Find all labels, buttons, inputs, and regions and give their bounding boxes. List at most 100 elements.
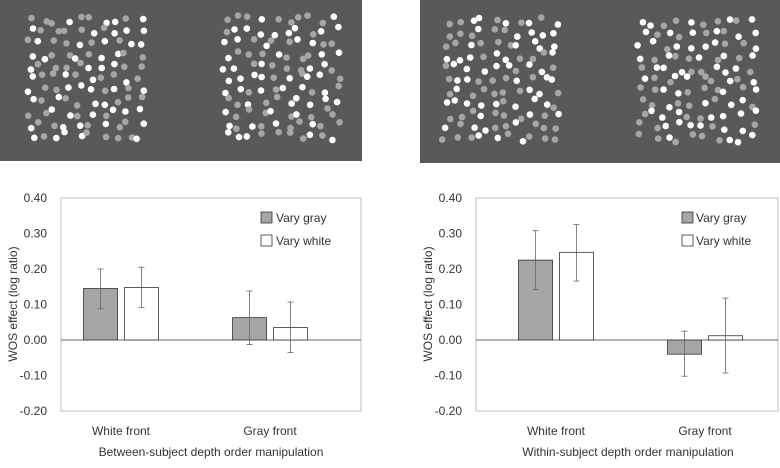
stimulus-dot <box>38 97 45 104</box>
stimulus-dot <box>728 101 735 109</box>
stimulus-dot <box>111 18 119 26</box>
stimulus-dot <box>234 48 242 55</box>
stimulus-dot <box>78 13 85 21</box>
y-axis-label: WOS effect (log ratio) <box>421 246 435 361</box>
stimulus-dot <box>133 135 140 143</box>
stimulus-dot <box>549 64 557 71</box>
plot-area-border <box>60 197 362 412</box>
stimulus-dot <box>450 60 458 68</box>
stimulus-dot <box>41 84 49 91</box>
stimulus-dot <box>740 39 747 47</box>
stimulus-dot <box>719 88 727 96</box>
stimulus-dot <box>48 106 56 113</box>
stimulus-dot <box>531 38 539 45</box>
stimulus-dot <box>735 33 742 40</box>
stimulus-dot <box>321 60 328 68</box>
stimulus-dot <box>110 71 118 78</box>
stimulus-dot <box>752 45 760 52</box>
stimulus-dot <box>114 98 122 106</box>
stimulus-dot <box>651 74 658 82</box>
stimulus-dot <box>659 114 666 121</box>
stimulus-dot <box>697 115 704 122</box>
stimulus-panel-left <box>0 0 362 161</box>
stimulus-dot <box>532 120 540 128</box>
stimulus-dot <box>672 17 680 25</box>
stimulus-dot <box>714 86 722 94</box>
stimulus-dot <box>454 134 462 141</box>
stimulus-dot <box>651 86 659 93</box>
stimulus-dot <box>116 123 124 131</box>
stimulus-dot <box>714 56 722 64</box>
stimulus-dot <box>257 87 265 94</box>
stimulus-dot <box>442 43 450 50</box>
stimulus-dot <box>732 17 740 24</box>
stimulus-dot <box>120 49 127 57</box>
stimulus-dot <box>683 113 690 121</box>
y-tick-label: 0.10 <box>439 298 463 312</box>
stimulus-dot <box>491 26 499 33</box>
stimulus-dot <box>481 68 489 75</box>
stimulus-dot <box>61 128 68 136</box>
legend-swatch-vary-gray <box>260 211 273 224</box>
stimulus-dot <box>469 92 477 100</box>
stimulus-dot <box>507 42 515 49</box>
stimulus-dot <box>267 107 274 115</box>
stimulus-dot <box>442 62 450 70</box>
stimulus-dot <box>678 68 686 76</box>
legend: Vary gray Vary white <box>260 211 331 248</box>
stimulus-dot <box>700 21 707 29</box>
stimulus-dot <box>328 67 336 74</box>
stimulus-dot <box>703 29 710 37</box>
stimulus-dot <box>735 54 743 62</box>
stimulus-dot <box>283 65 291 72</box>
stimulus-dot <box>468 41 475 49</box>
stimulus-dot <box>477 112 485 120</box>
stimulus-dot <box>641 110 649 118</box>
stimulus-dot <box>225 54 232 62</box>
stimulus-dot <box>335 23 342 31</box>
stimulus-dot <box>275 128 283 136</box>
stimulus-dot <box>648 102 656 109</box>
stimulus-dot <box>714 18 722 25</box>
stimulus-dot <box>676 118 683 126</box>
stimulus-dot <box>543 101 551 108</box>
stimulus-dot <box>512 103 519 110</box>
stimulus-dot <box>43 109 50 117</box>
stimulus-dot <box>702 73 709 80</box>
stimulus-dot <box>134 75 141 82</box>
stimulus-dot <box>306 65 314 72</box>
stimulus-dot <box>67 112 74 119</box>
stimulus-dot <box>639 96 647 103</box>
stimulus-dot <box>500 112 508 119</box>
stimulus-dot <box>234 101 241 109</box>
legend-label-vary-white: Vary white <box>696 234 751 248</box>
legend-swatch-vary-gray <box>681 211 694 224</box>
stimulus-dot <box>245 89 253 96</box>
stimulus-dot <box>222 89 229 97</box>
stimulus-dot <box>122 108 129 115</box>
y-tick-label: 0.30 <box>24 227 48 241</box>
stimulus-dot <box>109 106 117 114</box>
stimulus-dot <box>89 111 97 118</box>
stimulus-dot <box>225 77 233 85</box>
stimulus-dot <box>665 52 673 59</box>
stimulus-dot <box>27 66 35 73</box>
stimulus-dot <box>525 133 533 140</box>
stimulus-dot <box>74 112 81 120</box>
stimulus-dot <box>748 16 756 23</box>
stimulus-dot <box>695 54 703 61</box>
stimulus-dot <box>125 84 132 92</box>
stimulus-dot <box>89 76 97 84</box>
stimulus-dot <box>116 37 123 44</box>
stimulus-dot <box>319 132 326 139</box>
stimulus-dot <box>257 31 265 38</box>
y-tick-label: -0.20 <box>435 404 463 418</box>
stimulus-dot <box>308 89 316 96</box>
stimulus-dot <box>286 38 293 46</box>
y-tick-label: 0.40 <box>24 191 48 205</box>
stimulus-dot <box>687 121 694 129</box>
stimulus-dot <box>24 112 32 120</box>
stimulus-dot <box>304 52 312 59</box>
stimulus-dot <box>552 125 559 132</box>
stimulus-dot <box>84 122 91 129</box>
